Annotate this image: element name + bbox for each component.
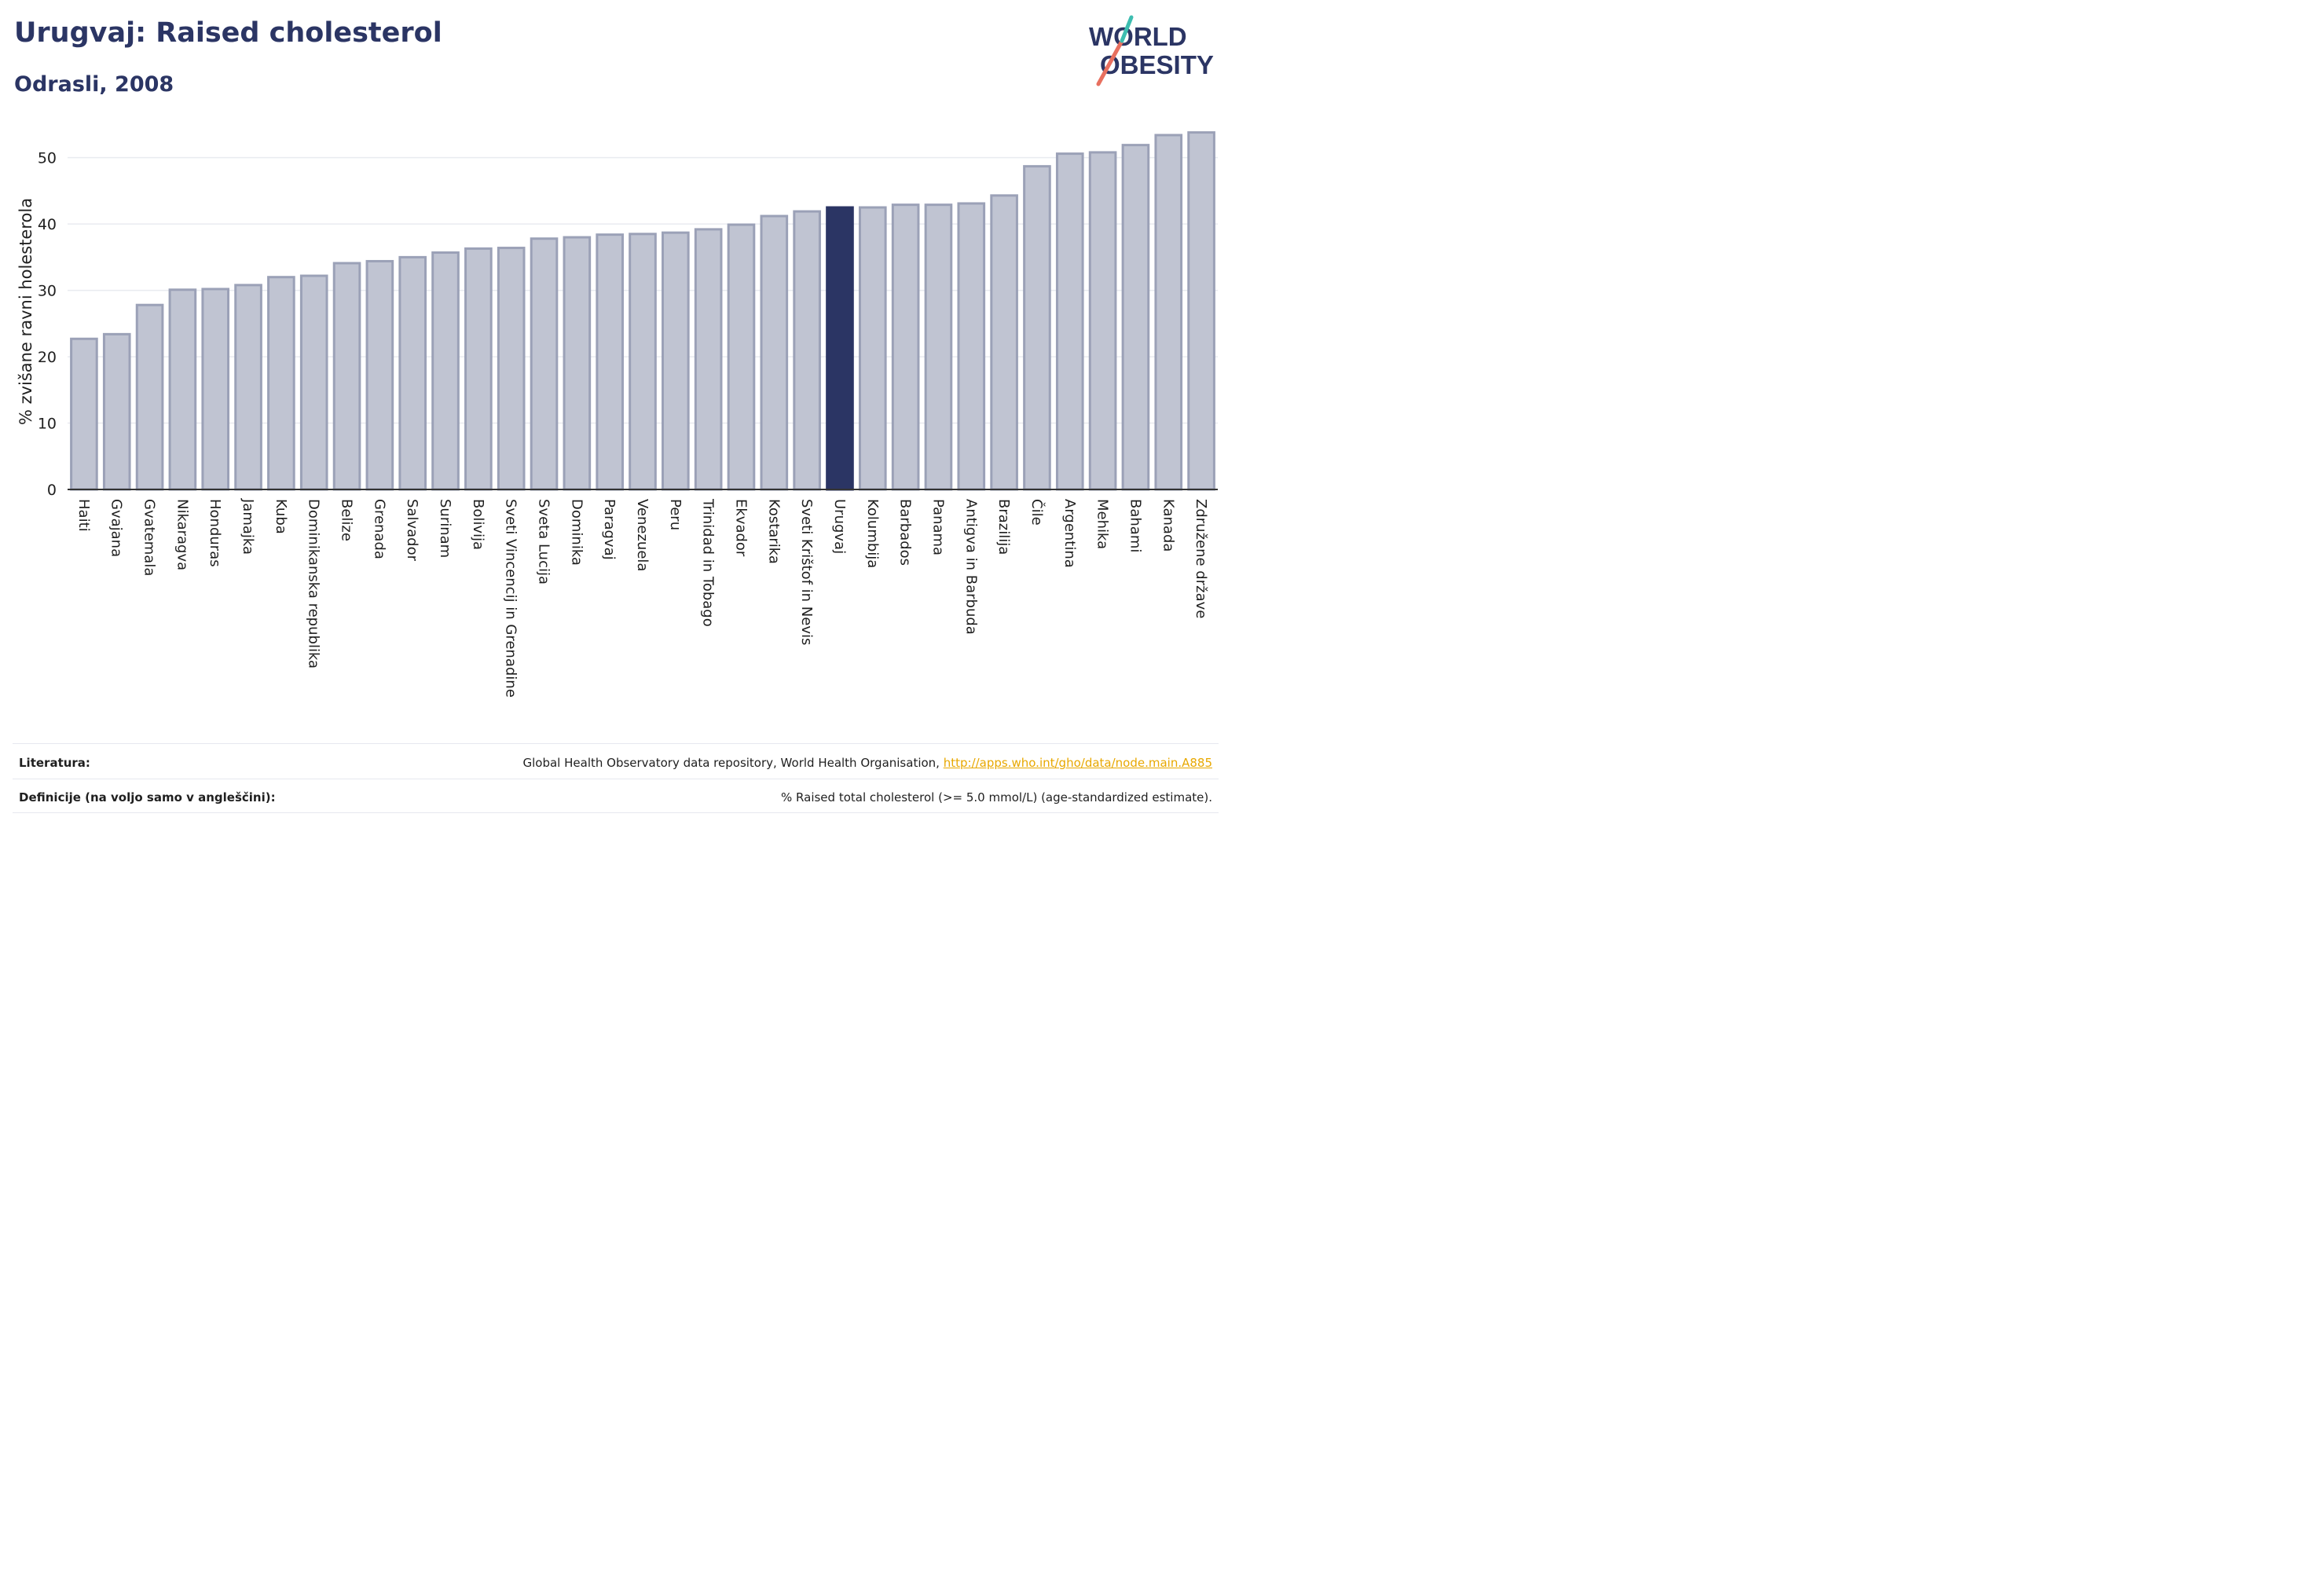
x-tick-label: Salvador: [404, 499, 420, 562]
x-tick-label: Urugvaj: [831, 499, 848, 554]
y-tick-label: 10: [38, 416, 57, 433]
logo-slash-teal: [1120, 15, 1134, 43]
bar: [135, 303, 164, 491]
x-tick-label: Argentina: [1061, 499, 1078, 568]
x-tick-label: Grenada: [371, 499, 387, 559]
y-axis-title: % zvišane ravni holesterola: [16, 198, 35, 425]
bar: [793, 210, 821, 491]
y-tick-label: 20: [38, 349, 57, 366]
x-tick-label: Peru: [667, 499, 684, 530]
x-tick-label: Jamajka: [240, 498, 256, 555]
x-tick-label: Honduras: [207, 499, 223, 567]
literature-text: Global Health Observatory data repositor…: [522, 756, 944, 770]
y-tick-label: 0: [47, 482, 57, 499]
x-tick-label: Panama: [929, 499, 946, 555]
bar: [727, 223, 756, 491]
x-tick-label: Sveta Lucija: [536, 499, 552, 585]
bar: [497, 247, 526, 491]
bar: [957, 202, 986, 491]
x-tick-label: Sveti Krištof in Nevis: [798, 499, 815, 645]
x-tick-label: Kostarika: [765, 499, 782, 564]
x-tick-label: Haiti: [75, 499, 92, 532]
bar: [563, 236, 592, 491]
bar: [398, 255, 427, 491]
bar: [990, 194, 1018, 491]
y-tick-label: 40: [38, 216, 57, 233]
footer-literature-row: Literatura: Global Health Observatory da…: [13, 747, 1219, 779]
x-tick-label: Dominika: [568, 499, 585, 566]
x-tick-label: Gvatemala: [141, 499, 158, 576]
x-tick-label: Trinidad in Tobago: [700, 498, 717, 627]
x-tick-label: Gvajana: [108, 499, 125, 557]
bar: [858, 206, 887, 491]
footer-definitions-row: Definicije (na voljo samo v angleščini):…: [13, 782, 1219, 813]
x-tick-label: Bolivija: [470, 499, 486, 550]
x-tick-label: Antigva in Barbuda: [962, 499, 979, 635]
bar: [1121, 144, 1150, 491]
x-tick-label: Belize: [339, 499, 355, 541]
x-tick-label: Surinam: [437, 499, 453, 558]
x-tick-label: Kanada: [1160, 499, 1176, 552]
bar: [464, 247, 493, 491]
world-obesity-logo: WORLD OBESITY: [1089, 15, 1214, 86]
page-subtitle: Odrasli, 2008: [14, 72, 174, 97]
y-tick-label: 50: [38, 150, 57, 167]
bar: [201, 288, 230, 491]
x-tick-label: Čile: [1028, 499, 1046, 526]
bar: [530, 237, 559, 491]
logo-line-1: WORLD: [1089, 22, 1187, 51]
bar: [629, 233, 657, 491]
x-tick-label: Paragvaj: [601, 499, 618, 560]
y-tick-label: 30: [38, 283, 57, 300]
bar: [1154, 134, 1183, 491]
logo-line-2: OBESITY: [1100, 50, 1214, 79]
literature-value: Global Health Observatory data repositor…: [523, 756, 1213, 770]
bar: [234, 284, 262, 491]
bar: [1055, 152, 1084, 491]
x-tick-label: Ekvador: [732, 499, 749, 557]
bar: [267, 276, 295, 491]
bar: [596, 233, 624, 491]
bar: [1023, 165, 1051, 491]
bar: [891, 203, 920, 491]
page-title: Urugvaj: Raised cholesterol: [14, 17, 442, 49]
bar: [299, 274, 328, 491]
bar: [760, 214, 789, 491]
x-tick-label: Nikaragva: [174, 499, 190, 570]
bar: [1187, 131, 1215, 491]
bar: [70, 337, 98, 491]
bar-chart: 0 10 20 30 40 50 % zvišane ravni holesterola Ha…: [16, 131, 1218, 698]
definitions-label: Definicije (na voljo samo v angleščini):: [19, 790, 276, 804]
x-tick-label: Kuba: [273, 499, 289, 534]
logo-slash-red: [1096, 40, 1124, 86]
bar: [1088, 151, 1117, 491]
bar: [365, 259, 394, 491]
x-tick-label: Venezuela: [634, 499, 651, 571]
x-tick-label: Združene države: [1193, 499, 1209, 618]
x-tick-label: Bahami: [1127, 499, 1143, 552]
x-tick-label: Kolumbija: [864, 499, 881, 568]
footer-divider: [13, 812, 1219, 813]
definitions-text: % Raised total cholesterol (>= 5.0 mmol/…: [781, 790, 1212, 804]
bar: [332, 262, 361, 491]
bar: [431, 251, 460, 491]
bar: [662, 231, 690, 491]
x-tick-label: Sveti Vincencij in Grenadine: [503, 499, 519, 698]
bar: [102, 332, 131, 491]
literature-label: Literatura:: [19, 756, 90, 770]
bar: [694, 228, 723, 491]
bar-highlight: [826, 206, 854, 491]
literature-link[interactable]: http://apps.who.int/gho/data/node.main.A…: [943, 756, 1212, 770]
x-tick-label: Dominikanska republika: [306, 499, 322, 669]
x-tick-label: Mehika: [1094, 499, 1111, 549]
x-tick-label: Brazilija: [995, 499, 1012, 555]
footer-divider: [13, 743, 1219, 744]
x-tick-label: Barbados: [897, 499, 914, 566]
bar: [168, 288, 197, 491]
bar: [924, 203, 953, 491]
